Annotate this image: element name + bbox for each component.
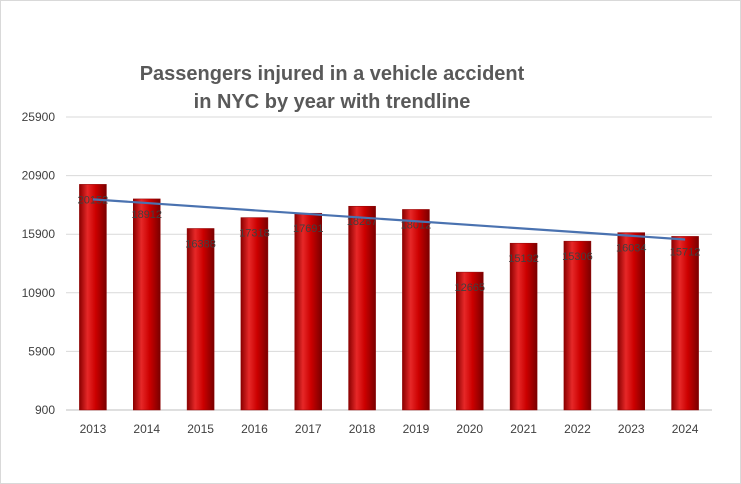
data-label: 17318: [239, 228, 270, 240]
x-tick-label: 2013: [80, 422, 107, 436]
x-tick-label: 2014: [133, 422, 160, 436]
y-tick-label: 15900: [22, 227, 56, 241]
y-tick-label: 20900: [22, 169, 56, 183]
bar-2013: [79, 184, 107, 411]
y-axis-tick-labels: 900 5900 10900 15900 20900 25900: [22, 110, 56, 417]
data-label: 15712: [670, 246, 701, 258]
x-tick-label: 2017: [295, 422, 322, 436]
y-tick-label: 900: [35, 403, 55, 417]
x-axis-tick-labels: 2013 2014 2015 2016 2017 2018 2019 2020 2021 2022…: [80, 422, 699, 436]
gridlines: [66, 116, 712, 411]
bar-2018: [348, 205, 376, 411]
chart-title-line-2: in NYC by year with trendline: [194, 91, 471, 113]
y-tick-label: 25900: [22, 110, 56, 124]
y-tick-label: 5900: [28, 344, 55, 358]
x-tick-label: 2015: [187, 422, 214, 436]
x-tick-label: 2016: [241, 422, 268, 436]
chart-title-line-1: Passengers injured in a vehicle accident: [140, 63, 525, 85]
data-label: 16388: [185, 238, 216, 250]
x-tick-label: 2024: [672, 422, 699, 436]
trendline: [92, 198, 686, 241]
bar-2023: [617, 232, 645, 411]
bar-2017: [294, 212, 322, 411]
x-tick-label: 2021: [510, 422, 537, 436]
bar-2020: [456, 271, 484, 411]
data-label: 17691: [293, 223, 324, 235]
data-label: 15132: [508, 253, 539, 265]
bar-2019: [402, 209, 430, 411]
x-tick-label: 2018: [349, 422, 376, 436]
x-tick-label: 2020: [456, 422, 483, 436]
data-label: 16034: [616, 243, 647, 255]
trendline-group: [92, 198, 686, 241]
bar-2021: [509, 242, 538, 411]
bar-2015: [186, 228, 215, 411]
y-tick-label: 10900: [22, 286, 56, 300]
data-label: 15306: [562, 251, 593, 263]
x-tick-label: 2019: [403, 422, 430, 436]
data-label: 12665: [454, 282, 485, 294]
x-tick-label: 2022: [564, 422, 591, 436]
bar-2024: [671, 236, 699, 411]
bar-2022: [563, 240, 592, 411]
bars: [79, 184, 699, 411]
x-tick-label: 2023: [618, 422, 645, 436]
data-label: 18912: [131, 209, 162, 221]
bar-2014: [133, 198, 161, 411]
bar-2016: [240, 217, 269, 411]
